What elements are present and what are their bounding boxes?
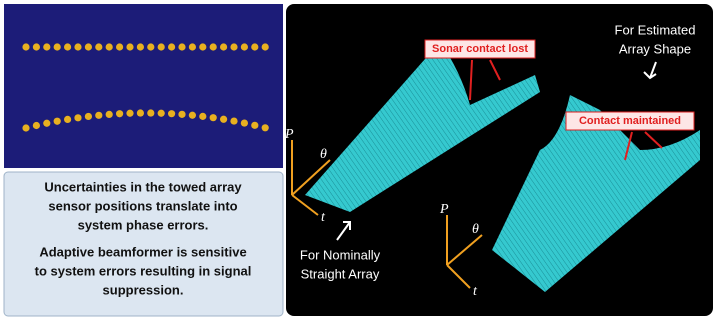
sensor-dot <box>147 109 154 116</box>
axis-label: P <box>439 202 449 217</box>
sensor-dot <box>137 109 144 116</box>
sensor-dot <box>189 112 196 119</box>
sensor-dot <box>189 43 196 50</box>
sensor-dot <box>85 43 92 50</box>
sensor-dot <box>137 43 144 50</box>
sensor-dot <box>199 113 206 120</box>
text-line: Uncertainties in the towed array <box>44 179 242 194</box>
sensor-dot <box>210 114 217 121</box>
figure: Uncertainties in the towed array sensor … <box>0 0 717 320</box>
sensor-dot <box>54 43 61 50</box>
sensor-dot <box>95 112 102 119</box>
sensor-dot <box>251 43 258 50</box>
callout: Contact maintained <box>579 115 681 127</box>
text-line: sensor positions translate into <box>48 198 237 213</box>
sensor-dot <box>158 110 165 117</box>
sensor-dot <box>74 43 81 50</box>
callout: Sonar contact lost <box>432 43 528 55</box>
sensor-dot <box>64 116 71 123</box>
sensor-dot <box>64 43 71 50</box>
axis-label: θ <box>472 222 479 237</box>
sensor-dot <box>106 111 113 118</box>
array-panel <box>4 4 283 168</box>
sensor-dot <box>241 119 248 126</box>
sensor-dot <box>95 43 102 50</box>
sensor-dot <box>168 43 175 50</box>
sensor-dot <box>262 124 269 131</box>
caption: For Nominally <box>300 247 381 262</box>
axis-label: P <box>284 127 294 142</box>
text-line: to system errors resulting in signal <box>35 263 252 278</box>
sensor-dot <box>230 117 237 124</box>
sensor-dot <box>158 43 165 50</box>
sensor-dot <box>220 43 227 50</box>
sensor-dot <box>116 43 123 50</box>
caption: Array Shape <box>619 41 691 56</box>
text-line: system phase errors. <box>78 217 209 232</box>
sensor-dot <box>262 43 269 50</box>
sensor-dot <box>178 43 185 50</box>
sensor-dot <box>230 43 237 50</box>
sensor-dot <box>126 110 133 117</box>
sensor-dot <box>178 111 185 118</box>
sensor-dot <box>199 43 206 50</box>
sensor-dot <box>106 43 113 50</box>
sensor-dot <box>168 110 175 117</box>
sensor-dot <box>22 43 29 50</box>
sensor-dot <box>43 43 50 50</box>
text-line: Adaptive beamformer is sensitive <box>39 244 246 259</box>
sensor-dot <box>220 116 227 123</box>
sensor-dot <box>126 43 133 50</box>
sensor-dot <box>43 120 50 127</box>
sensor-dot <box>210 43 217 50</box>
sensor-dot <box>22 124 29 131</box>
sensor-dot <box>147 43 154 50</box>
text-line: suppression. <box>103 282 184 297</box>
sensor-dot <box>74 114 81 121</box>
sensor-dot <box>54 118 61 125</box>
axis-label: θ <box>320 147 327 162</box>
sensor-dot <box>241 43 248 50</box>
sensor-dot <box>251 122 258 129</box>
sensor-dot <box>33 122 40 129</box>
caption: For Estimated <box>615 22 696 37</box>
sensor-dot <box>33 43 40 50</box>
sensor-dot <box>85 113 92 120</box>
sensor-dot <box>116 110 123 117</box>
caption: Straight Array <box>301 266 380 281</box>
